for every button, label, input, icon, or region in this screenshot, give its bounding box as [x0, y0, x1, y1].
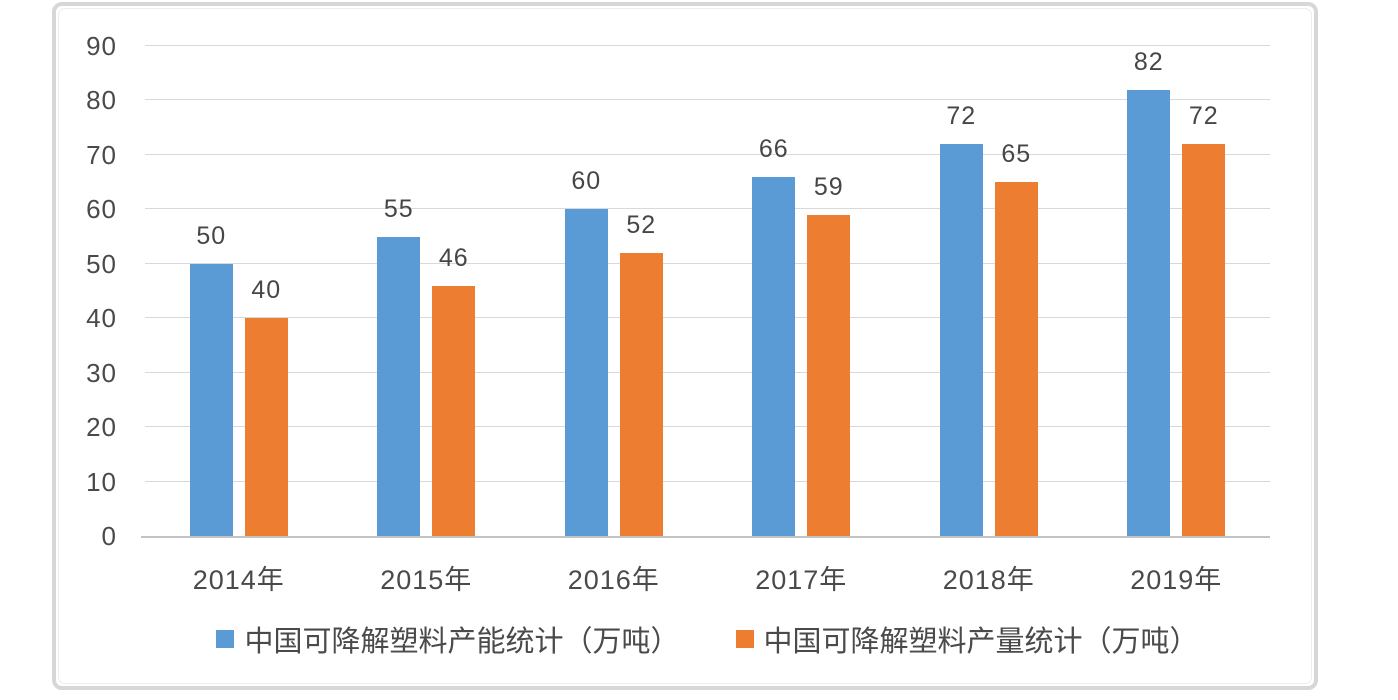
bar-output-2017年: 59 [807, 174, 851, 536]
x-tick-label-2019年: 2019年 [1130, 565, 1223, 595]
bar-capacity-2018年: 72 [939, 104, 983, 536]
bar-output-2018年: 65 [994, 142, 1038, 536]
y-tick-label-40: 40 [86, 303, 117, 334]
data-label-capacity-2017年: 66 [758, 134, 789, 163]
data-label-output-2015年: 46 [438, 243, 469, 272]
x-tick-label-2014年: 2014年 [192, 565, 285, 595]
bar-pair-2015年: 55 46 [377, 46, 476, 536]
bar-pair-2018年: 72 65 [939, 46, 1038, 536]
gridline-60 [145, 208, 1270, 210]
y-tick-label-10: 10 [86, 466, 117, 497]
data-label-capacity-2015年: 55 [383, 194, 414, 223]
y-tick-label-60: 60 [86, 194, 117, 225]
data-label-output-2018年: 65 [1001, 140, 1032, 169]
bar-output-2014年: 40 [244, 278, 288, 536]
bar-group-2015年: 55 46 [333, 46, 521, 536]
legend-label-capacity: 中国可降解塑料产能统计（万吨） [244, 626, 680, 658]
gridline-80 [145, 99, 1270, 101]
y-tick-label-90: 90 [86, 31, 117, 61]
gridline-30 [145, 371, 1270, 373]
data-label-output-2017年: 59 [813, 172, 844, 201]
bar-capacity-2015年: 55 [377, 196, 421, 536]
data-label-output-2014年: 40 [251, 276, 282, 305]
bar-output-2016年: 52 [619, 212, 663, 536]
legend-label-output: 中国可降解塑料产量统计（万吨） [763, 626, 1199, 658]
bar-group-2018年: 72 65 [895, 46, 1083, 536]
bar-group-2014年: 50 40 [145, 46, 333, 536]
gridline-10 [145, 480, 1270, 482]
bar-pair-2017年: 66 59 [752, 46, 851, 536]
legend-entry-capacity: 中国可降解塑料产能统计（万吨） [216, 618, 680, 660]
data-label-capacity-2019年: 82 [1133, 47, 1164, 76]
y-axis-labels: 0 10 20 30 40 50 60 70 80 90 [59, 33, 117, 549]
gridline-50 [145, 262, 1270, 264]
data-label-output-2016年: 52 [626, 210, 657, 239]
x-axis-line [141, 536, 1270, 538]
y-tick-label-20: 20 [86, 412, 117, 443]
data-label-capacity-2014年: 50 [196, 221, 227, 250]
x-tick-label-2016年: 2016年 [567, 565, 660, 595]
bar-capacity-2014年: 50 [189, 223, 233, 536]
bar-pair-2014年: 50 40 [189, 46, 288, 536]
gridline-40 [145, 317, 1270, 319]
chart-frame-inner: 0 10 20 30 40 50 60 70 80 90 50 40 55 46 60 52 66 59 72 65… [58, 8, 1312, 684]
x-tick-label-2015年: 2015年 [380, 565, 473, 595]
y-tick-label-50: 50 [86, 248, 117, 279]
legend-entry-output: 中国可降解塑料产量统计（万吨） [735, 618, 1199, 660]
y-tick-label-30: 30 [86, 357, 117, 388]
data-label-capacity-2016年: 60 [571, 167, 602, 196]
y-tick-label-70: 70 [86, 139, 117, 170]
legend: 中国可降解塑料产能统计（万吨） 中国可降解塑料产量统计（万吨） [145, 617, 1270, 661]
y-tick-label-80: 80 [86, 85, 117, 116]
data-label-capacity-2018年: 72 [946, 102, 977, 130]
bar-capacity-2019年: 82 [1127, 49, 1171, 536]
bar-capacity-2017年: 66 [752, 136, 796, 536]
bar-capacity-2016年: 60 [564, 169, 608, 536]
bar-output-2019年: 72 [1182, 104, 1226, 536]
bar-pair-2019年: 82 72 [1127, 46, 1226, 536]
x-tick-label-2018年: 2018年 [942, 565, 1035, 595]
legend-swatch-icon-capacity [216, 630, 235, 648]
gridline-70 [145, 153, 1270, 155]
chart-frame: 0 10 20 30 40 50 60 70 80 90 50 40 55 46 60 52 66 59 72 65… [52, 2, 1318, 690]
x-axis-labels: 2014年 2015年 2016年 2017年 2018年 2019年 [145, 558, 1270, 597]
legend-swatch-icon-output [735, 630, 754, 648]
bar-groups: 50 40 55 46 60 52 66 59 72 65 82 72 [145, 46, 1270, 536]
plot-area: 50 40 55 46 60 52 66 59 72 65 82 72 [141, 45, 1270, 538]
gridline-20 [145, 426, 1270, 428]
data-label-output-2019年: 72 [1188, 102, 1219, 130]
y-tick-label-0: 0 [101, 521, 117, 551]
bar-output-2015年: 46 [432, 245, 476, 536]
x-tick-label-2017年: 2017年 [755, 565, 848, 595]
bar-group-2016年: 60 52 [520, 46, 708, 536]
bar-group-2017年: 66 59 [708, 46, 896, 536]
gridline-90 [145, 45, 1270, 46]
bar-pair-2016年: 60 52 [564, 46, 663, 536]
bar-group-2019年: 82 72 [1083, 46, 1271, 536]
